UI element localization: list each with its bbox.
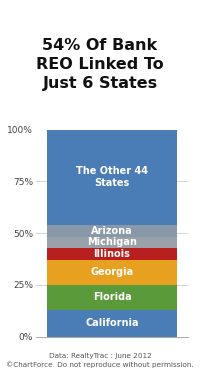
Bar bbox=[47, 248, 177, 260]
Bar bbox=[47, 130, 177, 225]
Bar bbox=[47, 237, 177, 248]
Text: Michigan: Michigan bbox=[87, 238, 137, 248]
Text: Arizona: Arizona bbox=[91, 226, 133, 236]
Text: Illinois: Illinois bbox=[94, 249, 130, 259]
Bar bbox=[47, 310, 177, 337]
Bar bbox=[47, 260, 177, 285]
Text: Georgia: Georgia bbox=[90, 268, 134, 278]
Text: The Other 44
States: The Other 44 States bbox=[76, 166, 148, 188]
Text: Data: RealtyTrac : June 2012
©ChartForce  Do not reproduce without permission.: Data: RealtyTrac : June 2012 ©ChartForce… bbox=[6, 353, 194, 368]
Text: Florida: Florida bbox=[93, 292, 131, 302]
Bar bbox=[47, 285, 177, 310]
Bar bbox=[47, 225, 177, 237]
Text: California: California bbox=[85, 318, 139, 328]
Text: 54% Of Bank
REO Linked To
Just 6 States: 54% Of Bank REO Linked To Just 6 States bbox=[36, 38, 164, 91]
